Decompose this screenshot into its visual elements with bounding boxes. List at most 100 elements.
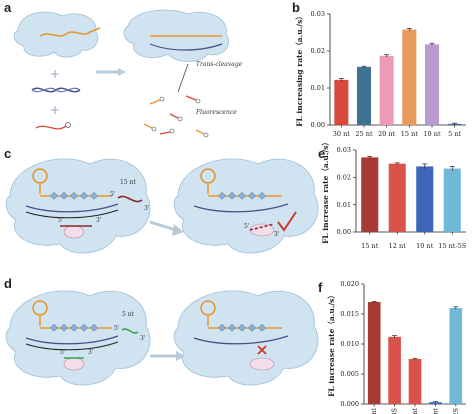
ruvc-pocket-d2 [249,357,275,371]
y-tick-label: 0.02 [311,47,325,55]
bar-chart-e: 0.00 0.01 0.02 0.03 FL increase rate（a.u./s）… [320,138,466,250]
cleaved-probe-c2 [249,223,275,231]
panel-label-e: e [318,146,325,161]
cleaved-reporters-a [143,95,209,138]
plus-sign-1: + [50,67,60,81]
reporter-probe-a [35,125,67,130]
beads-c1 [50,191,98,200]
x-category-label: 20 nt [378,130,396,138]
crrna-a1 [39,27,101,37]
cas-protein-a1 [13,11,99,58]
target-strand-d1 [25,335,119,345]
end-5prime-c-free: 5' [110,191,116,198]
bar-chart-f: 0.000 0.005 0.010 0.015 0.020 FL increase rat… [326,280,466,414]
y-tick-label: 0.01 [311,84,325,92]
end-3prime-d-free: 3' [140,335,146,342]
y-axis-label: FL increase rate（a.u./s） [320,138,330,244]
schematic-c: 5' 3' 15 nt 5' 3' 5' 3' [5,158,319,254]
plus-sign-2: + [50,103,60,117]
bar-10-nt [416,166,434,232]
process-arrow-c [149,220,177,232]
x-category-label: 5 nt [448,130,461,138]
bar-25-nt [356,66,372,125]
panel-label-f: f [318,280,323,295]
x-category-label: 10 nt [416,242,434,250]
bar-15-nt [402,29,417,125]
x-category-label: 30 nt [333,130,351,138]
end-3prime-c-free: 3' [144,205,150,212]
y-tick-label: 0.010 [340,340,359,348]
y-tick-label: 0.015 [340,310,359,318]
y-tick-label: 0.000 [340,400,359,408]
panel-label-c: c [4,146,11,161]
target-dna-a2 [149,43,223,51]
beads-d1 [50,323,98,332]
x-category-label: 7nt-2S [452,408,460,414]
end-5prime-d1: 5' [60,349,66,356]
y-tick-label: 0.01 [337,201,351,209]
bar-10-nt [424,44,440,126]
target-strand-d2 [193,335,289,345]
y-tick-label: 0.03 [311,10,325,18]
x-category-label: 10 nt [423,130,441,138]
y-tick-label: 0.00 [311,121,325,129]
end-3prime-d1: 3' [88,349,94,356]
ruvc-pocket-d1 [63,357,85,371]
y-tick-label: 0.005 [340,370,359,378]
bar-15-nt [361,157,379,232]
bar-7nt [367,302,381,404]
y-axis-label: FL increase rate（a.u./s） [326,291,336,397]
y-tick-label: 0.00 [337,228,351,236]
bar-7nt-2S [449,308,463,404]
ruvc-pocket-c2 [249,223,275,237]
x-category-label: 15 nt [401,130,419,138]
beads-c2 [218,191,266,200]
ruvc-pocket-c1 [63,225,85,239]
end-5prime-c2: 5' [244,223,250,230]
process-arrowhead-a [118,68,126,76]
probe-length-label-d: 5 nt [122,311,135,318]
fluorophore-a [65,122,71,128]
target-strand-c2 [193,203,289,213]
cleavage-arrow-a [177,63,189,93]
y-tick-label: 0.03 [337,146,351,154]
x-category-label: 25 nt [355,130,373,138]
free-probe-d [121,328,139,334]
bar-30-nt [334,79,349,125]
end-3prime-c1: 3' [96,217,102,224]
x-category-label: 5nt [431,408,439,414]
panel-label-b: b [292,0,300,15]
end-5prime-d-free: 5' [114,325,120,332]
y-tick-label: 0.02 [337,174,351,182]
bar-20-nt [379,55,394,126]
checkmark-icon [277,211,297,232]
x-category-label: 15 nt-5S [438,242,466,250]
dsdna-a-strand2 [31,87,81,93]
nontarget-strand-c1 [25,209,119,219]
bar-5nt [429,402,442,404]
panel-label-d: d [4,276,12,291]
panel-label-a: a [4,0,12,15]
y-axis-label: FL increasing rate（a.u./s） [294,12,304,127]
end-3prime-c2: 3' [274,231,280,238]
end-5prime-c1: 5' [58,217,64,224]
bar-chart-b: 0.00 0.01 0.02 0.03 FL increasing rate（a.u./… [294,10,466,138]
process-arrowhead-c [172,224,184,236]
x-category-label: 6nt [411,408,419,414]
x-category-label: 15 nt [361,242,379,250]
cross-icon [257,345,267,355]
bar-15nt-8S [388,336,401,404]
schematic-a: + + Trans-cleavage Fluorescence [13,9,243,138]
y-tick-label: 0.020 [340,280,359,288]
schematic-d: 5' 3' 5 nt 5' 3' [5,290,319,386]
probe-length-label-c: 15 nt [120,179,136,186]
process-arrowhead-d [176,351,185,361]
x-category-label: 7nt [370,408,378,414]
target-strand-c1 [25,203,119,213]
bar-15-nt-5S [443,168,461,232]
beads-d2 [218,323,266,332]
free-probe-c [117,195,143,203]
bar-6nt [408,359,422,404]
